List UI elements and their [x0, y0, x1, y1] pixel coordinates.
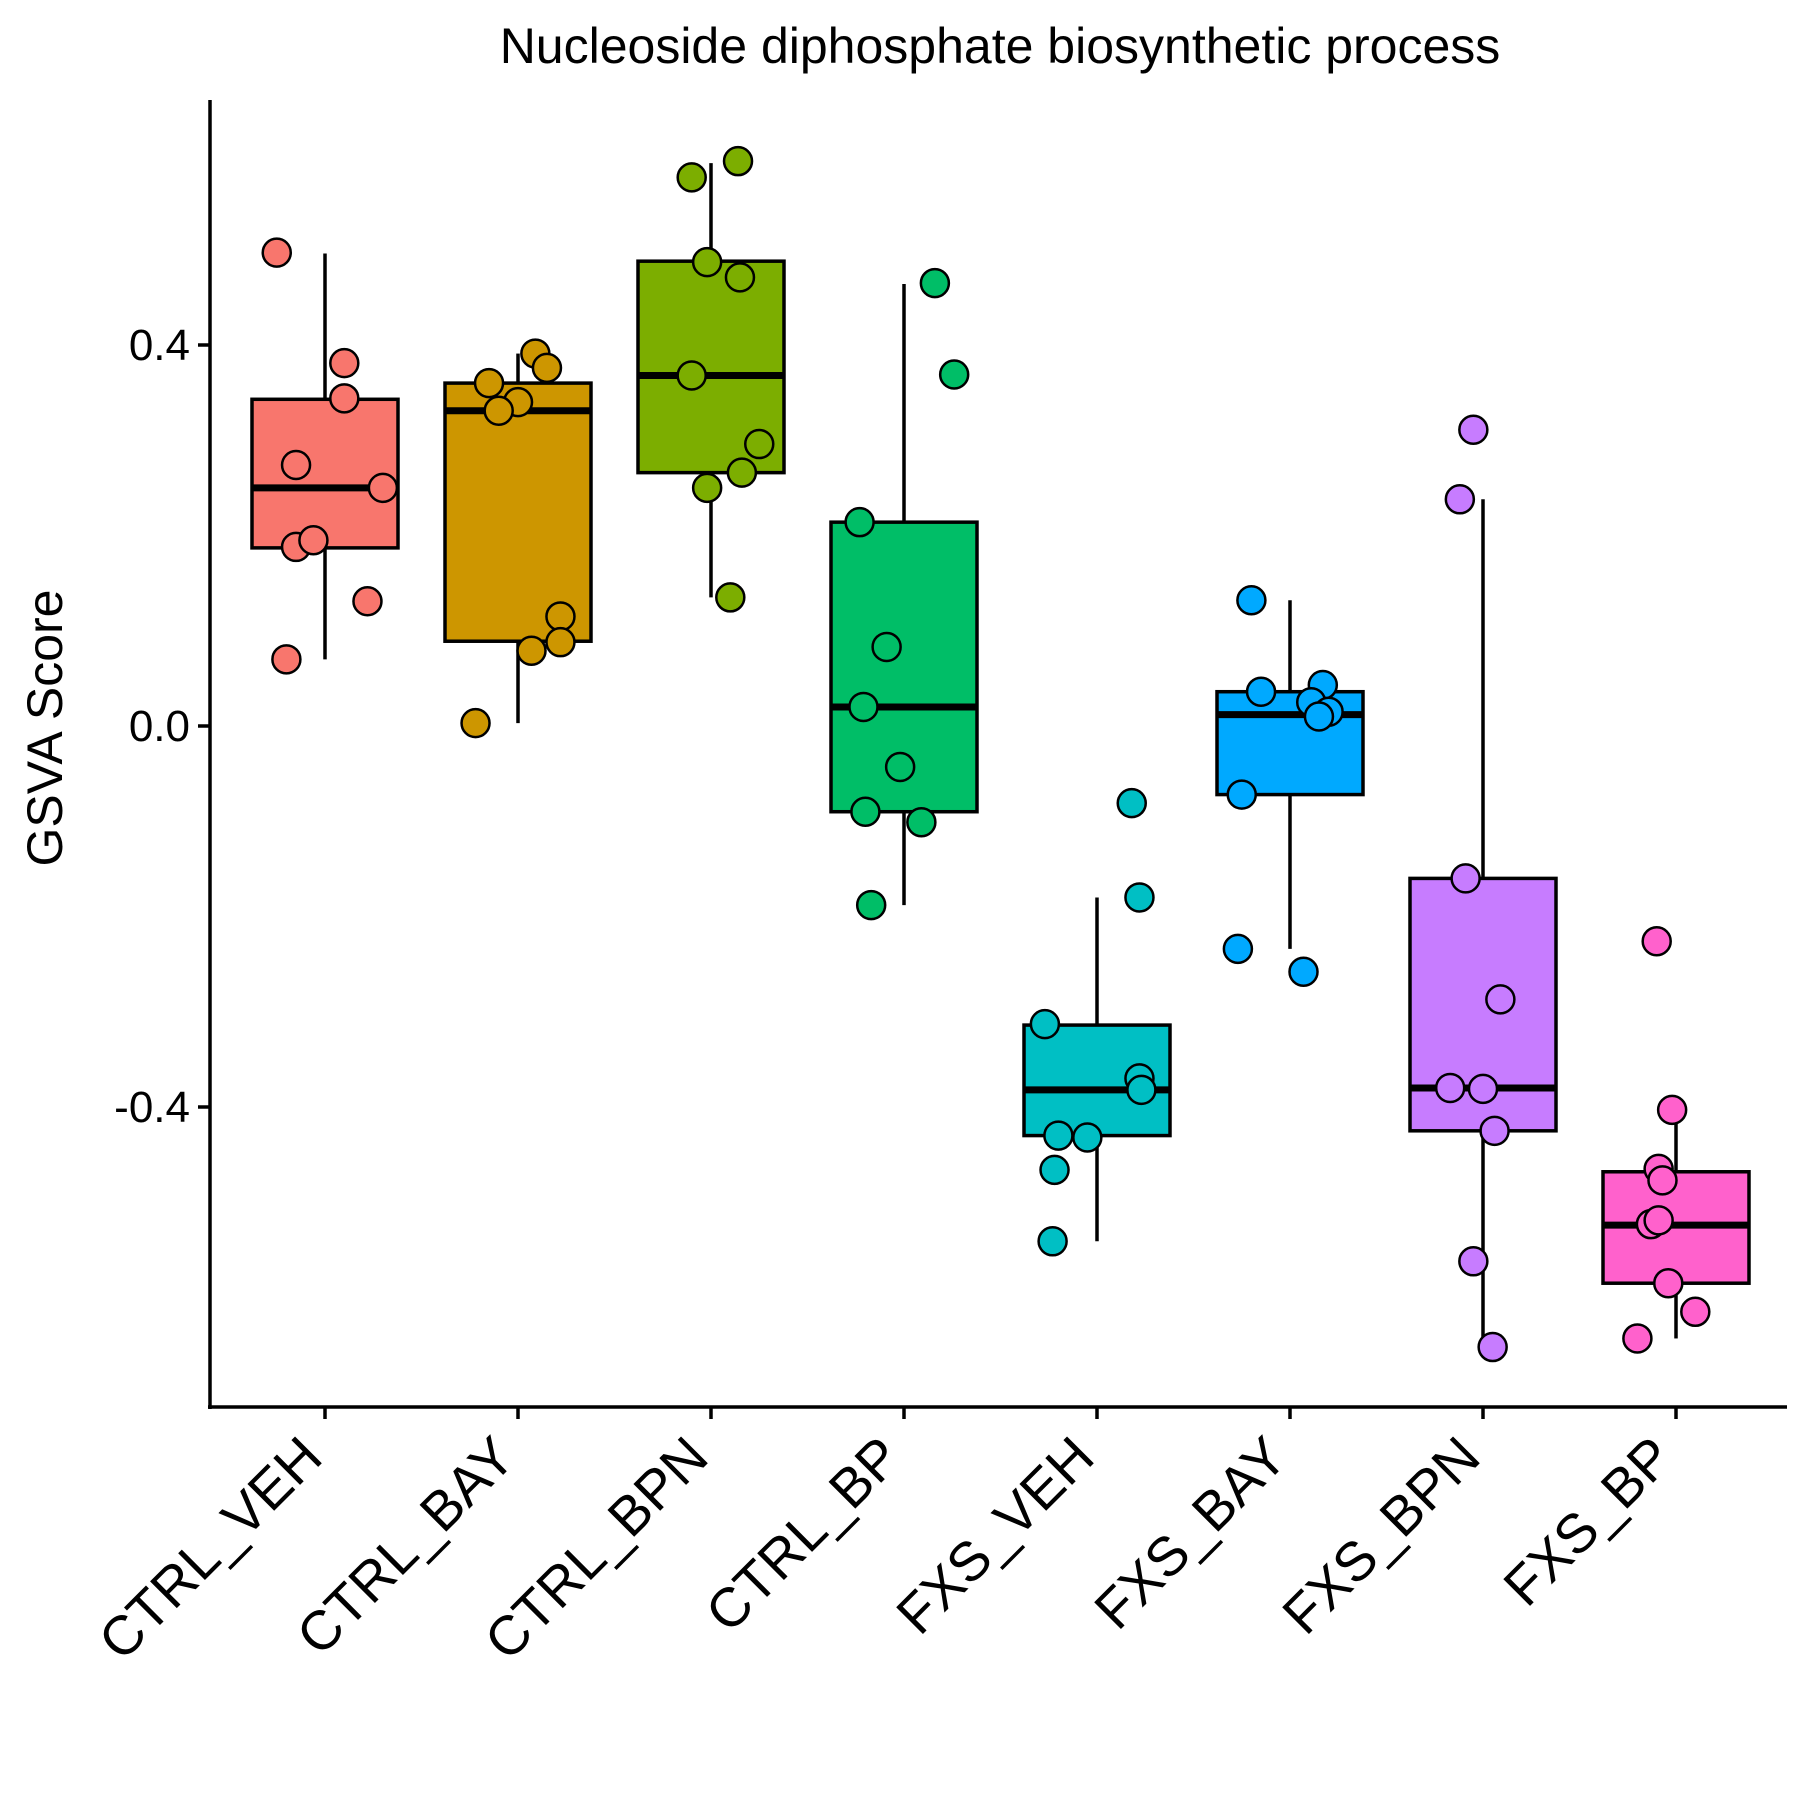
data-point	[1226, 779, 1257, 810]
data-point	[884, 751, 916, 783]
data-point	[724, 262, 756, 293]
data-point	[715, 582, 746, 613]
data-point	[1303, 701, 1335, 732]
data-point	[1458, 1246, 1489, 1277]
x-axis-ticks: CTRL_VEHCTRL_BAYCTRL_BPNCTRL_BPFXS_VEHFX…	[86, 1407, 1684, 1672]
data-point	[298, 525, 329, 556]
data-point	[844, 506, 875, 538]
data-point	[329, 347, 360, 379]
data-point	[460, 707, 491, 739]
data-point	[722, 145, 754, 177]
data-point	[261, 237, 292, 268]
x-tick-label: FXS_BAY	[1082, 1425, 1298, 1641]
data-point	[1072, 1122, 1103, 1153]
box-group-ctrl-bp	[829, 267, 979, 921]
data-point	[1647, 1165, 1678, 1196]
data-point	[855, 889, 887, 921]
y-tick-label: 0.4	[129, 321, 190, 370]
box-group-fxs-veh	[1022, 787, 1172, 1257]
data-point	[271, 644, 302, 675]
data-point	[545, 626, 576, 658]
data-point	[1245, 676, 1277, 707]
data-point	[1029, 1008, 1061, 1040]
plot-area	[250, 145, 1751, 1363]
box-group-ctrl-veh	[250, 237, 400, 675]
data-point	[938, 359, 970, 390]
data-point	[676, 162, 707, 193]
box	[443, 381, 593, 643]
data-point	[473, 367, 505, 399]
data-point	[871, 631, 902, 663]
data-point	[1037, 1226, 1068, 1257]
box-group-fxs-bpn	[1408, 414, 1558, 1363]
data-point	[1641, 926, 1672, 957]
data-point	[352, 585, 383, 617]
x-tick-label: FXS_VEH	[884, 1425, 1105, 1646]
data-point	[691, 472, 723, 504]
data-point	[367, 472, 399, 504]
x-tick-label: FXS_BPN	[1270, 1425, 1491, 1646]
data-point	[1124, 882, 1155, 913]
data-point	[1126, 1074, 1157, 1106]
y-axis-title: GSVA Score	[17, 590, 73, 867]
y-axis-ticks: -0.4 0.0 0.4	[114, 321, 210, 1132]
data-point	[1477, 1331, 1508, 1363]
data-point	[1444, 484, 1476, 515]
box-group-fxs-bay	[1215, 585, 1365, 987]
data-point	[906, 806, 937, 838]
data-point	[726, 457, 758, 488]
data-point	[850, 796, 881, 827]
data-point	[1643, 1205, 1674, 1236]
data-point	[329, 383, 360, 414]
y-tick-label: 0.0	[129, 702, 190, 751]
data-point	[1458, 414, 1489, 446]
x-tick-label: CTRL_BP	[694, 1425, 913, 1644]
data-point	[1236, 585, 1267, 616]
data-point	[1116, 787, 1147, 819]
data-point	[1485, 984, 1516, 1015]
data-point	[691, 246, 723, 278]
data-point	[1288, 956, 1319, 987]
x-tick-label: FXS_BP	[1491, 1425, 1684, 1618]
chart-title: Nucleoside diphosphate biosynthetic proc…	[500, 18, 1501, 74]
data-point	[1039, 1154, 1070, 1186]
data-point	[531, 352, 563, 384]
data-point	[545, 601, 576, 632]
data-point	[676, 360, 707, 391]
box	[250, 397, 400, 550]
data-point	[1653, 1267, 1684, 1299]
box-group-ctrl-bpn	[636, 145, 786, 613]
box-group-fxs-bp	[1601, 926, 1751, 1354]
data-point	[1622, 1323, 1653, 1354]
data-point	[848, 691, 879, 723]
data-point	[1680, 1296, 1711, 1328]
data-point	[280, 449, 312, 481]
data-point	[1467, 1073, 1499, 1105]
data-point	[483, 395, 514, 426]
data-point	[919, 267, 951, 299]
data-point	[1656, 1094, 1688, 1126]
box-group-ctrl-bay	[443, 338, 593, 739]
y-tick-label: -0.4	[114, 1083, 190, 1132]
data-point	[1222, 933, 1254, 965]
data-point	[744, 428, 775, 460]
data-point	[1450, 863, 1481, 894]
data-point	[1043, 1120, 1074, 1151]
data-point	[516, 635, 547, 667]
data-point	[1434, 1072, 1466, 1104]
data-point	[1479, 1115, 1510, 1147]
